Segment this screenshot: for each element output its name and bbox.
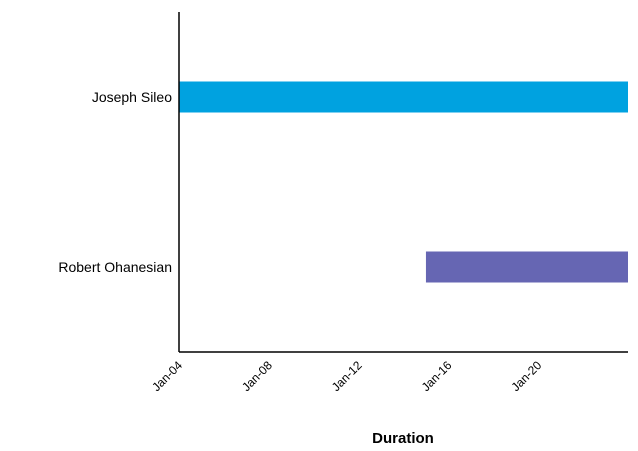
category-label-robert-ohanesian: Robert Ohanesian [58, 259, 172, 275]
category-labels: Joseph Sileo Robert Ohanesian [58, 89, 172, 275]
category-label-joseph-sileo: Joseph Sileo [92, 89, 172, 105]
bar-robert-ohanesian [426, 252, 628, 283]
x-tick-label: Jan-12 [329, 358, 365, 394]
x-axis-title: Duration [372, 430, 434, 446]
x-tick-label: Jan-08 [239, 358, 275, 394]
x-tick-labels: Jan-04 Jan-08 Jan-12 Jan-16 Jan-20 [149, 358, 544, 394]
bars-layer [179, 82, 628, 283]
x-tick-label: Jan-20 [508, 358, 544, 394]
bar-joseph-sileo [179, 82, 628, 113]
x-tick-label: Jan-16 [419, 358, 455, 394]
axes-layer [179, 12, 628, 352]
x-tick-label: Jan-04 [149, 358, 185, 394]
